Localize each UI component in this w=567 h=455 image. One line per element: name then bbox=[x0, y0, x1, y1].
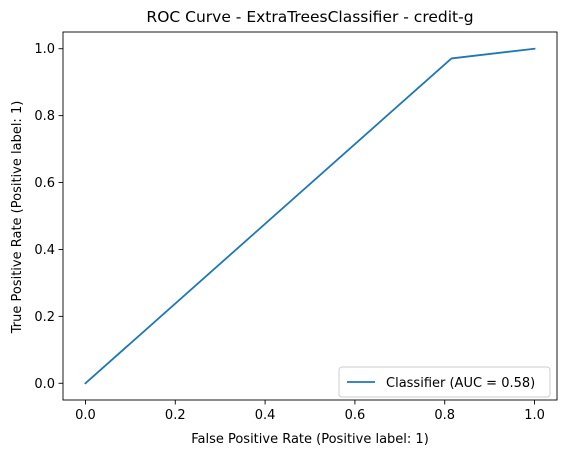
x-tick-label: 0.6 bbox=[345, 408, 366, 423]
x-tick-label: 0.8 bbox=[434, 408, 455, 423]
y-tick-label: 1.0 bbox=[34, 42, 55, 57]
y-tick-label: 0.4 bbox=[34, 243, 55, 258]
x-axis-label: False Positive Rate (Positive label: 1) bbox=[191, 432, 429, 447]
roc-curve-line bbox=[84, 47, 536, 385]
y-tick-label: 0.8 bbox=[34, 109, 55, 124]
x-axis-ticks: 0.0 0.2 0.4 0.6 0.8 1.0 bbox=[75, 400, 545, 423]
plot-frame bbox=[62, 31, 558, 401]
y-tick-label: 0.6 bbox=[34, 176, 55, 191]
series-layer bbox=[84, 47, 536, 385]
y-tick-label: 0.0 bbox=[34, 377, 55, 392]
plot-area bbox=[62, 31, 558, 401]
chart-title: ROC Curve - ExtraTreesClassifier - credi… bbox=[146, 8, 473, 26]
x-tick-label: 0.4 bbox=[255, 408, 276, 423]
y-tick-label: 0.2 bbox=[34, 310, 55, 325]
x-tick-label: 0.0 bbox=[75, 408, 96, 423]
x-tick-label: 0.2 bbox=[165, 408, 186, 423]
legend-box bbox=[338, 366, 551, 398]
x-tick-label: 1.0 bbox=[524, 408, 545, 423]
legend-entry-classifier: Classifier (AUC = 0.58) bbox=[386, 376, 535, 391]
y-axis-label: True Positive Rate (Positive label: 1) bbox=[10, 101, 25, 335]
legend: Classifier (AUC = 0.58) bbox=[338, 366, 551, 398]
y-axis-ticks: 0.0 0.2 0.4 0.6 0.8 1.0 bbox=[34, 42, 63, 392]
